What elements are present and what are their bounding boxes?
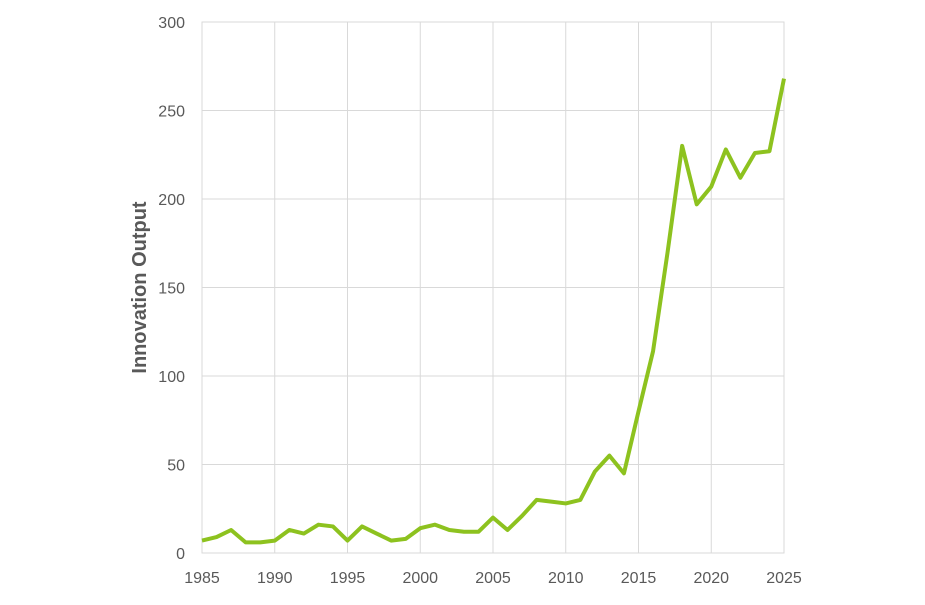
y-tick-label: 300 — [158, 15, 185, 32]
x-tick-label: 2015 — [621, 570, 657, 587]
x-tick-label: 1985 — [184, 570, 220, 587]
y-tick-label: 150 — [158, 281, 185, 298]
y-tick-label: 250 — [158, 104, 185, 121]
x-tick-label: 2025 — [766, 570, 802, 587]
y-tick-label: 0 — [176, 546, 185, 563]
y-axis-tick-labels: 0 50 100 150 200 250 300 — [158, 15, 185, 563]
y-axis-title: Innovation Output — [129, 201, 151, 374]
series-layer — [201, 78, 786, 545]
grid-lines — [201, 21, 785, 554]
series-line-0 — [201, 78, 786, 545]
x-tick-label: 2010 — [548, 570, 584, 587]
x-tick-label: 1995 — [330, 570, 366, 587]
x-tick-label: 1990 — [257, 570, 293, 587]
x-tick-label: 2005 — [475, 570, 511, 587]
y-tick-label: 200 — [158, 192, 185, 209]
y-tick-label: 50 — [167, 458, 185, 475]
x-axis-tick-labels: 1985 1990 1995 2000 2005 2010 2015 2020 2025 — [184, 570, 802, 587]
y-tick-label: 100 — [158, 369, 185, 386]
x-tick-label: 2000 — [402, 570, 438, 587]
plot-area-frame — [201, 21, 785, 554]
x-tick-label: 2020 — [693, 570, 729, 587]
